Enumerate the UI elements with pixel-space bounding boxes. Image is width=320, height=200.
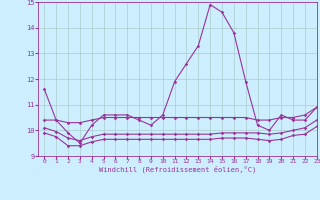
X-axis label: Windchill (Refroidissement éolien,°C): Windchill (Refroidissement éolien,°C) <box>99 166 256 173</box>
